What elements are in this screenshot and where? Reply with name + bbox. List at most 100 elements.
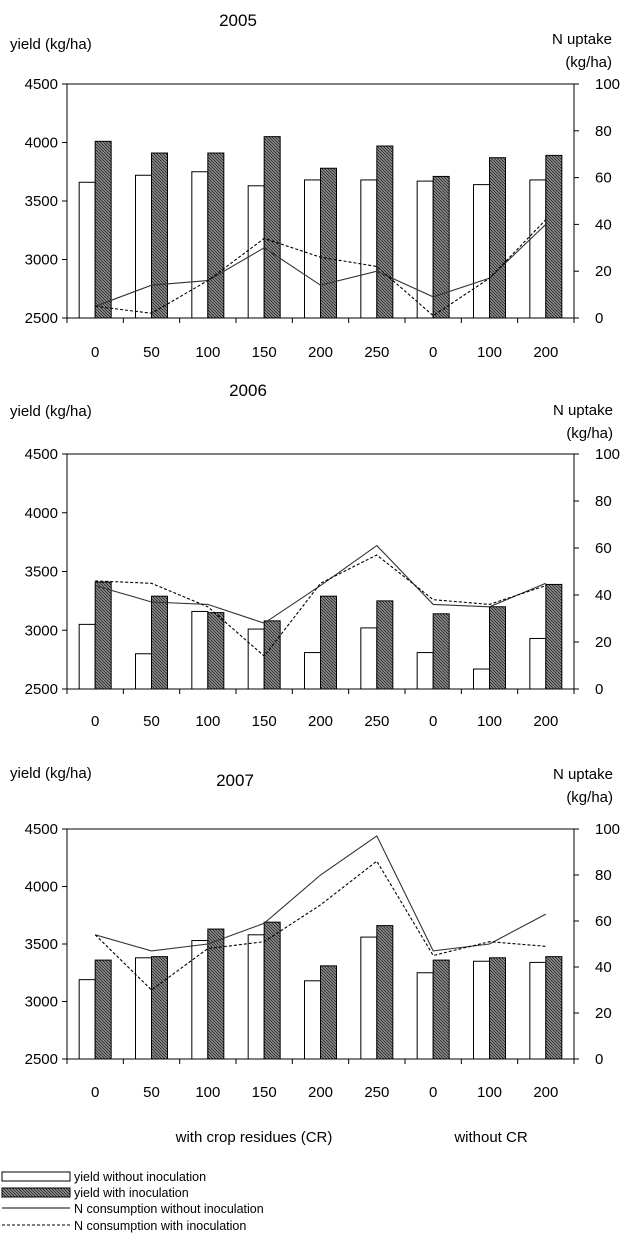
x-tick-label: 250 bbox=[364, 344, 389, 361]
y-tick-label-left: 3000 bbox=[25, 622, 58, 639]
bar-without-inoculation bbox=[78, 979, 96, 1060]
y-tick-label-right: 60 bbox=[595, 170, 612, 187]
bar-without-inoculation bbox=[247, 934, 265, 1060]
y-tick-label-right: 60 bbox=[595, 540, 612, 557]
bar-with-inoculation bbox=[263, 921, 281, 1060]
y-tick-label-left: 2500 bbox=[25, 1051, 58, 1068]
x-tick-label: 150 bbox=[252, 344, 277, 361]
y-axis-label-right-unit: (kg/ha) bbox=[566, 789, 613, 806]
y-tick-label-right: 100 bbox=[595, 76, 620, 93]
bar-without-inoculation bbox=[360, 936, 378, 1060]
x-tick-label: 200 bbox=[308, 344, 333, 361]
x-tick-label: 100 bbox=[477, 1084, 502, 1101]
bar-with-inoculation bbox=[489, 157, 506, 319]
bar-without-inoculation bbox=[135, 174, 152, 319]
bar-without-inoculation bbox=[304, 980, 321, 1060]
bar-without-inoculation bbox=[416, 972, 434, 1060]
bar-without-inoculation bbox=[304, 179, 321, 319]
legend-item-bar-empty: yield without inoculation bbox=[1, 1170, 206, 1184]
group-label-without-cr: without CR bbox=[453, 1129, 528, 1146]
bar-with-inoculation bbox=[94, 581, 112, 690]
legend-label: N consumption without inoculation bbox=[74, 1202, 264, 1216]
line-n-consumption-without-inoculation bbox=[95, 544, 547, 624]
y-tick-label-left: 4500 bbox=[25, 446, 58, 463]
legend-item-line-dashed: N consumption with inoculation bbox=[2, 1219, 246, 1233]
bar-with-inoculation bbox=[263, 620, 281, 690]
x-tick-label: 200 bbox=[308, 1084, 333, 1101]
line-n-consumption-with-inoculation bbox=[94, 860, 546, 991]
bar-without-inoculation bbox=[247, 628, 265, 690]
y-tick-label-right: 40 bbox=[595, 959, 612, 976]
y-tick-label-left: 4500 bbox=[25, 76, 58, 93]
x-tick-label: 250 bbox=[364, 1084, 389, 1101]
line-n-consumption-without-inoculation bbox=[95, 835, 547, 952]
bar-with-inoculation bbox=[376, 925, 394, 1060]
legend: yield without inoculation yield with ino… bbox=[1, 1170, 264, 1233]
y-tick-label-right: 80 bbox=[595, 867, 612, 884]
bar-with-inoculation bbox=[432, 613, 450, 690]
x-tick-label: 0 bbox=[429, 344, 437, 361]
group-labels: with crop residues (CR) without CR bbox=[175, 1129, 528, 1146]
x-tick-label: 200 bbox=[533, 713, 558, 730]
bar-with-inoculation bbox=[151, 152, 168, 319]
bar-with-inoculation bbox=[545, 956, 563, 1060]
bar-without-inoculation bbox=[473, 668, 490, 690]
y-axis-label-right-unit: (kg/ha) bbox=[566, 425, 613, 442]
bar-without-inoculation bbox=[529, 179, 547, 319]
bar-with-inoculation bbox=[320, 965, 337, 1060]
x-tick-label: 0 bbox=[91, 344, 99, 361]
line-n-consumption-with-inoculation bbox=[95, 219, 547, 317]
x-tick-label: 0 bbox=[91, 1084, 99, 1101]
bar-with-inoculation bbox=[376, 600, 394, 690]
y-tick-label-right: 20 bbox=[595, 263, 612, 280]
y-axis-label-left: yield (kg/ha) bbox=[10, 403, 92, 420]
bar-with-inoculation bbox=[263, 136, 281, 319]
x-tick-label: 50 bbox=[143, 1084, 160, 1101]
x-tick-label: 200 bbox=[533, 1084, 558, 1101]
bar-without-inoculation bbox=[360, 179, 378, 319]
bar-without-inoculation bbox=[416, 652, 434, 690]
y-axis-label-right-unit: (kg/ha) bbox=[565, 54, 612, 71]
x-tick-label: 250 bbox=[364, 713, 389, 730]
bar-without-inoculation bbox=[191, 171, 209, 319]
bar-with-inoculation bbox=[320, 595, 337, 690]
x-tick-label: 200 bbox=[308, 713, 333, 730]
y-tick-label-right: 80 bbox=[595, 493, 612, 510]
y-tick-label-left: 4000 bbox=[25, 135, 58, 152]
y-tick-label-right: 40 bbox=[595, 587, 612, 604]
y-tick-label-right: 60 bbox=[595, 913, 612, 930]
x-tick-label: 100 bbox=[195, 344, 220, 361]
x-tick-label: 0 bbox=[91, 713, 99, 730]
chart-title: 2005 bbox=[219, 11, 257, 30]
y-tick-label-right: 20 bbox=[595, 634, 612, 651]
line-n-consumption-with-inoculation bbox=[95, 554, 546, 657]
y-tick-label-left: 3500 bbox=[25, 936, 58, 953]
group-label-with-cr: with crop residues (CR) bbox=[175, 1129, 333, 1146]
bar-without-inoculation bbox=[304, 652, 321, 690]
bar-with-inoculation bbox=[432, 959, 450, 1060]
bar-with-inoculation bbox=[207, 152, 225, 319]
bar-without-inoculation bbox=[529, 637, 547, 690]
y-tick-label-right: 100 bbox=[595, 821, 620, 838]
bar-without-inoculation bbox=[529, 961, 547, 1060]
y-tick-label-right: 0 bbox=[595, 310, 603, 327]
y-tick-label-left: 3500 bbox=[25, 193, 58, 210]
legend-label: N consumption with inoculation bbox=[74, 1219, 246, 1233]
bar-with-inoculation bbox=[320, 167, 337, 319]
y-tick-label-left: 4000 bbox=[25, 879, 58, 896]
y-tick-label-left: 2500 bbox=[25, 310, 58, 327]
legend-swatch-hatched-bar bbox=[1, 1187, 71, 1198]
bar-with-inoculation bbox=[151, 595, 168, 690]
y-tick-label-left: 2500 bbox=[25, 681, 58, 698]
bar-without-inoculation bbox=[360, 627, 378, 690]
x-tick-label: 150 bbox=[252, 713, 277, 730]
bar-with-inoculation bbox=[489, 957, 506, 1060]
x-tick-label: 100 bbox=[477, 344, 502, 361]
bar-without-inoculation bbox=[78, 623, 96, 690]
y-axis-label-left: yield (kg/ha) bbox=[10, 36, 92, 53]
x-tick-label: 0 bbox=[429, 1084, 437, 1101]
bar-without-inoculation bbox=[191, 610, 209, 690]
y-tick-label-right: 40 bbox=[595, 216, 612, 233]
